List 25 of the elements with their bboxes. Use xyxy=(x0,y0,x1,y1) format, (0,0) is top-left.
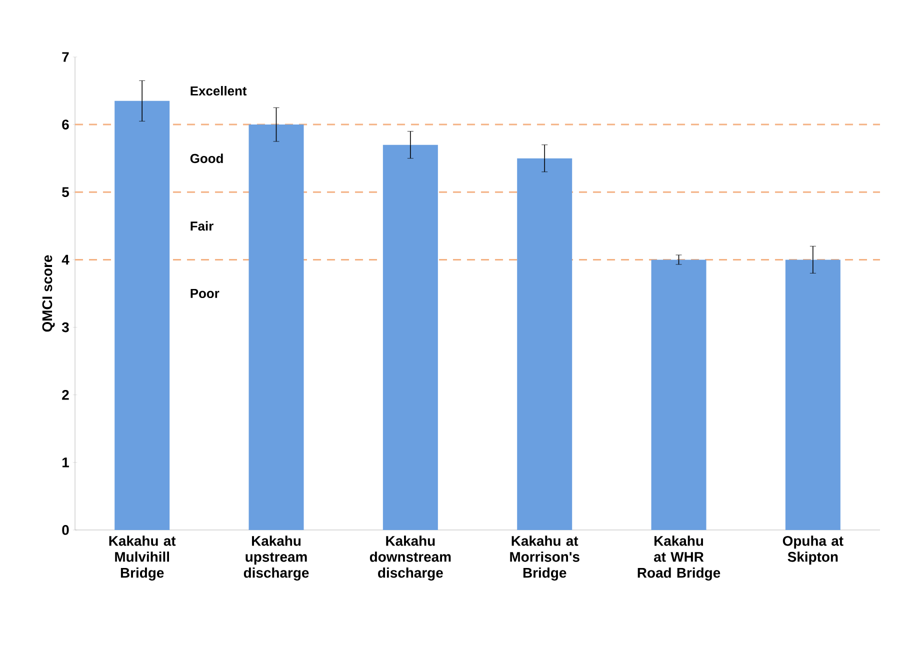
x-tick-label: Kakahu at Mulvihill Bridge xyxy=(109,536,176,581)
y-axis-title: QMCI score xyxy=(42,255,55,332)
annotation: Poor xyxy=(190,288,220,298)
annotation: Excellent xyxy=(190,86,247,96)
x-tick-label: Kakahu at WHR Road Bridge xyxy=(638,536,720,581)
y-tick-label: 7 xyxy=(62,52,69,62)
annotation: Good xyxy=(190,154,223,164)
bar xyxy=(114,100,170,530)
y-tick-label: 5 xyxy=(62,187,69,197)
y-tick-label: 3 xyxy=(62,322,69,332)
bar xyxy=(785,260,840,530)
x-tick-label: Kakahu downstream discharge xyxy=(370,536,451,581)
y-tick-label: 0 xyxy=(62,525,69,535)
y-tick-label: 1 xyxy=(62,458,69,468)
bar xyxy=(651,260,706,530)
y-tick-label: 4 xyxy=(62,254,70,264)
annotation: Fair xyxy=(190,221,214,231)
bar xyxy=(382,144,438,530)
bar xyxy=(248,124,304,530)
y-tick-label: 6 xyxy=(62,120,69,130)
x-tick-label: Kakahu at Morrison's Bridge xyxy=(510,536,580,581)
x-tick-label: Opuha at Skipton xyxy=(782,536,844,565)
x-tick-label: Kakahu upstream discharge xyxy=(244,536,309,581)
bar xyxy=(517,158,572,530)
y-tick-label: 2 xyxy=(62,390,69,400)
